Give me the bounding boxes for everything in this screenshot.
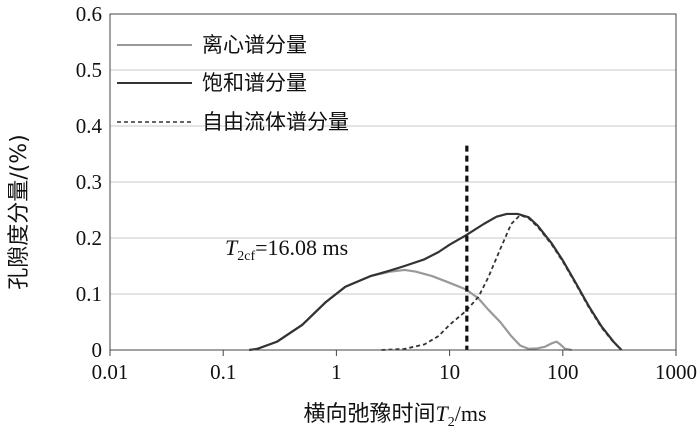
- x-tick-label: 0.1: [210, 360, 236, 384]
- series-line-free: [381, 214, 623, 351]
- y-tick-label: 0.4: [76, 114, 103, 138]
- y-tick-label: 0.3: [76, 170, 102, 194]
- cutoff-label-value: =16.08 ms: [255, 235, 348, 260]
- x-tick-label: 10: [439, 360, 460, 384]
- y-tick-label: 0.2: [76, 226, 102, 250]
- plot-frame: [109, 13, 677, 351]
- x-axis-title-var: T: [435, 401, 449, 426]
- x-tick-label: 0.01: [92, 360, 129, 384]
- plot-area: [249, 145, 623, 352]
- legend: 离心谱分量 饱和谱分量 自由流体谱分量: [117, 33, 349, 134]
- x-axis-title-prefix: 横向弛豫时间: [303, 402, 435, 427]
- x-axis-title-suffix: /ms: [455, 401, 487, 426]
- cutoff-label: T2cf=16.08 ms: [225, 235, 348, 264]
- cutoff-label-var: T: [225, 235, 239, 260]
- y-tick-label: 0: [92, 338, 103, 362]
- series-line-centrifuge: [249, 268, 572, 352]
- x-axis-title: 横向弛豫时间T2/ms: [303, 401, 486, 430]
- y-axis-ticks: 0 0.1 0.2 0.3 0.4 0.5 0.6: [76, 2, 103, 362]
- cutoff-label-sub: 2cf: [237, 249, 255, 264]
- legend-label-saturated: 饱和谱分量: [202, 71, 307, 95]
- grid-lines: [110, 69, 676, 295]
- x-tick-label: 100: [547, 360, 579, 384]
- x-axis-title-sub: 2: [448, 415, 455, 430]
- x-tick-label: 1: [331, 360, 342, 384]
- y-tick-label: 0.6: [76, 2, 102, 26]
- y-axis-title: 孔隙度分量/(%): [7, 134, 32, 289]
- series-line-saturated: [249, 212, 623, 352]
- legend-label-centrifuge: 离心谱分量: [202, 33, 307, 57]
- x-axis-ticks: 0.01 0.1 1 10 100 1000: [92, 350, 697, 384]
- y-tick-label: 0.5: [76, 58, 102, 82]
- y-tick-label: 0.1: [76, 282, 102, 306]
- x-tick-label: 1000: [655, 360, 697, 384]
- legend-label-free: 自由流体谱分量: [202, 110, 349, 134]
